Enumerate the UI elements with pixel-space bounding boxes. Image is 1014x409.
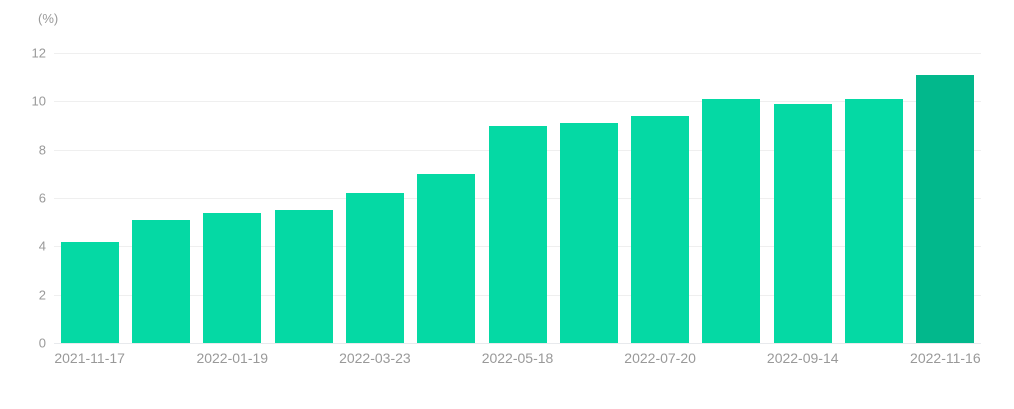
y-tick-label: 4 xyxy=(38,238,46,254)
gridline xyxy=(54,101,981,103)
bar[interactable] xyxy=(131,219,190,343)
gridline xyxy=(54,53,981,54)
bar[interactable] xyxy=(488,125,547,343)
bar[interactable] xyxy=(417,173,476,343)
y-tick-label: 6 xyxy=(38,190,46,206)
y-tick-label: 8 xyxy=(38,142,46,158)
bar[interactable] xyxy=(345,193,404,343)
x-tick-label: 2022-01-19 xyxy=(196,350,269,366)
x-axis-line xyxy=(54,343,981,344)
bar[interactable] xyxy=(274,210,333,343)
bar[interactable] xyxy=(203,212,262,343)
y-tick-label: 2 xyxy=(38,287,46,303)
bar[interactable] xyxy=(916,74,975,343)
bar[interactable] xyxy=(631,115,690,343)
x-tick-label: 2022-11-16 xyxy=(910,350,981,366)
x-tick-label: 2021-11-17 xyxy=(54,350,125,366)
x-tick-label: 2022-03-23 xyxy=(339,350,411,366)
bar[interactable] xyxy=(559,123,618,343)
y-tick-label: 10 xyxy=(31,93,46,109)
x-tick-label: 2022-07-20 xyxy=(624,350,696,366)
y-tick-label: 0 xyxy=(38,335,46,351)
x-tick-label: 2022-05-18 xyxy=(481,350,554,366)
x-tick-label: 2022-09-14 xyxy=(766,350,839,366)
bar[interactable] xyxy=(773,103,832,343)
bar[interactable] xyxy=(702,98,761,343)
y-axis-unit-label: (%) xyxy=(38,11,59,26)
y-tick-label: 12 xyxy=(31,45,46,61)
bar[interactable] xyxy=(60,241,119,343)
bar[interactable] xyxy=(845,98,904,343)
